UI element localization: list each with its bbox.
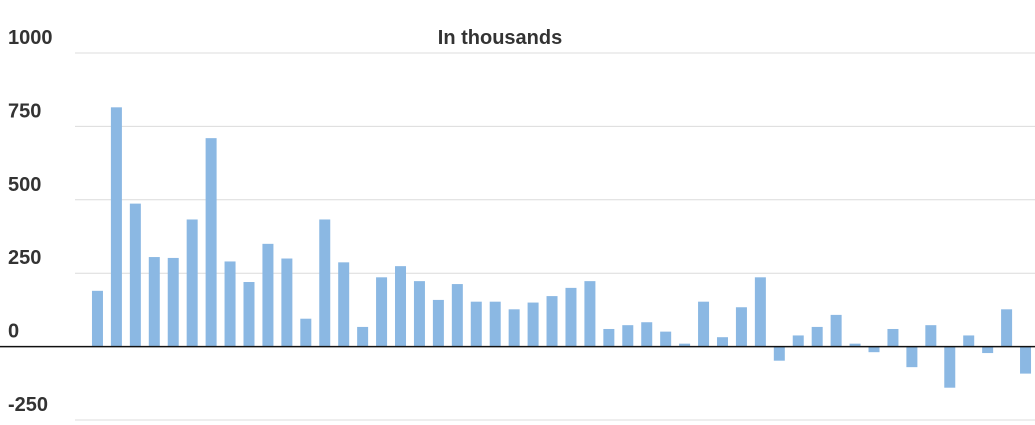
- bar: [338, 262, 350, 347]
- bar: [129, 203, 141, 347]
- bar: [224, 261, 236, 347]
- bar: [868, 346, 880, 353]
- bar: [413, 281, 425, 347]
- bar: [565, 287, 577, 347]
- bar: [300, 318, 312, 347]
- y-tick-label: 1000: [8, 27, 53, 49]
- y-tick-label: 750: [8, 100, 41, 122]
- bar: [357, 326, 369, 347]
- bar: [376, 277, 388, 347]
- bar: [451, 284, 463, 347]
- bar: [186, 219, 198, 347]
- bar: [830, 314, 842, 347]
- bar: [735, 307, 747, 347]
- bar: [963, 335, 975, 347]
- bar: [110, 107, 122, 347]
- bar: [167, 257, 179, 347]
- chart-title: In thousands: [438, 27, 562, 49]
- bar: [319, 219, 331, 347]
- bar: [432, 299, 444, 347]
- y-tick-label: 250: [8, 247, 41, 269]
- bar: [243, 282, 255, 347]
- bar: [679, 343, 691, 347]
- bar: [470, 301, 482, 347]
- bar: [887, 328, 899, 347]
- bar: [660, 331, 672, 347]
- bar: [811, 326, 823, 347]
- bar: [508, 309, 520, 347]
- bar: [489, 301, 501, 347]
- bar: [262, 243, 274, 347]
- bar: [527, 302, 539, 347]
- bar: [91, 290, 103, 347]
- bar: [281, 258, 293, 347]
- bar: [925, 325, 937, 347]
- bar: [982, 346, 994, 354]
- bar: [148, 257, 160, 347]
- bar: [906, 346, 918, 368]
- bar: [698, 301, 710, 347]
- bar: [546, 296, 558, 347]
- bar: [944, 346, 956, 388]
- y-tick-label: 500: [8, 174, 41, 196]
- bar: [395, 266, 407, 347]
- bar: [716, 337, 728, 347]
- bar: [584, 281, 596, 347]
- y-tick-label: -250: [8, 394, 48, 416]
- y-tick-label: 0: [8, 321, 19, 343]
- bar: [641, 322, 653, 347]
- bar: [849, 343, 861, 347]
- bar: [205, 138, 217, 347]
- bar: [754, 277, 766, 347]
- bar: [792, 335, 804, 347]
- bar: [773, 346, 785, 361]
- bar: [603, 328, 615, 347]
- bar: [622, 325, 634, 347]
- bar: [1020, 346, 1032, 374]
- bar: [1001, 309, 1013, 347]
